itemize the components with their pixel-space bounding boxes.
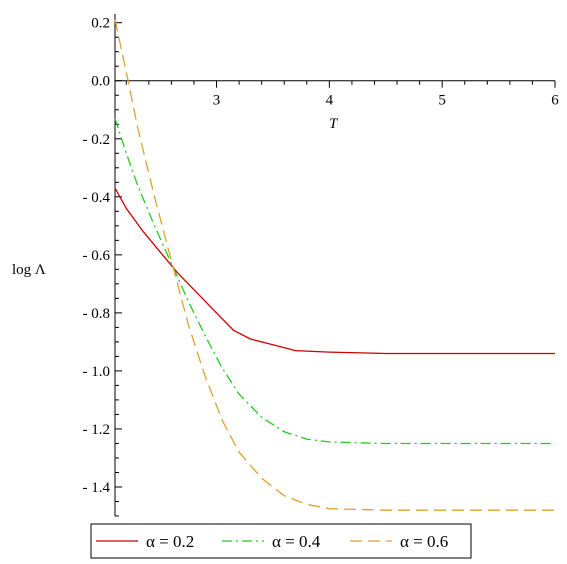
legend: α = 0.2 α = 0.4 α = 0.6 xyxy=(90,523,472,559)
x-axis-label: T xyxy=(329,116,339,132)
legend-label-2: α = 0.4 xyxy=(272,532,321,551)
y-tick-label: - 0.2 xyxy=(83,132,111,148)
axes: 0.2 0.0 - 0.2 - 0.4 - 0.6 - 0.8 - 1.0 - 1.2 - 1.… xyxy=(83,14,559,517)
y-axis-label: log Λ xyxy=(12,262,46,278)
x-tick-label: 3 xyxy=(213,93,221,109)
y-tick-label: - 0.8 xyxy=(83,306,111,322)
series-line-2 xyxy=(114,118,555,445)
x-tick-label: 5 xyxy=(438,93,446,109)
x-tick-label: 4 xyxy=(326,93,334,109)
series-line-1 xyxy=(114,187,555,355)
y-tick-label: - 0.6 xyxy=(83,248,111,264)
legend-label-1: α = 0.2 xyxy=(146,532,194,551)
y-tick-label: - 1.2 xyxy=(83,422,111,438)
series-line-3 xyxy=(114,19,555,511)
y-tick-label: 0.0 xyxy=(91,74,110,90)
y-tick-label: 0.2 xyxy=(91,16,110,32)
y-tick-label: - 1.0 xyxy=(83,364,111,380)
y-tick-label: - 1.4 xyxy=(83,480,111,496)
legend-box xyxy=(90,523,472,559)
series-layer xyxy=(114,19,555,511)
y-tick-label: - 0.4 xyxy=(83,190,111,206)
legend-label-3: α = 0.6 xyxy=(400,532,448,551)
x-tick-label: 6 xyxy=(551,93,559,109)
